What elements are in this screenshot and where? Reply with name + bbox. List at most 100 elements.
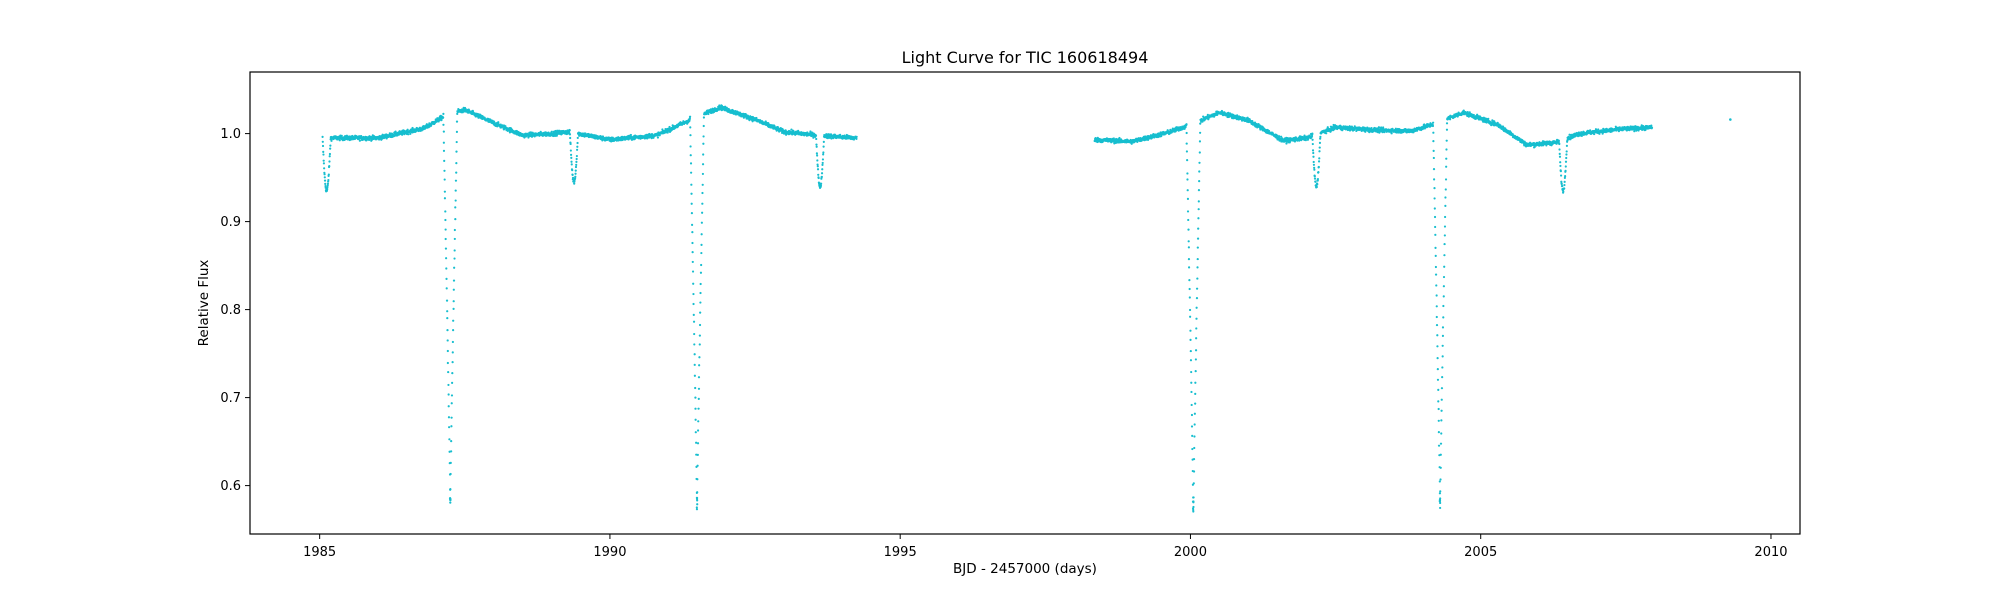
data-point (696, 491, 699, 494)
data-point (1440, 398, 1443, 401)
data-point (700, 221, 703, 224)
data-point (1432, 178, 1436, 181)
data-point (1185, 123, 1188, 126)
data-point (1432, 131, 1435, 134)
data-point (1193, 435, 1196, 438)
data-point (699, 271, 703, 274)
data-point (452, 300, 455, 303)
data-point (1434, 225, 1437, 229)
data-point (599, 135, 602, 138)
data-point (1192, 457, 1196, 461)
data-point (323, 176, 326, 179)
data-point (442, 116, 445, 119)
data-point (1187, 258, 1191, 261)
data-point (1196, 266, 1199, 269)
data-point (1316, 177, 1320, 181)
data-point (855, 135, 858, 138)
data-point (322, 159, 325, 162)
data-point (446, 317, 449, 320)
data-point (666, 131, 669, 134)
data-point (550, 130, 553, 133)
data-point (455, 120, 459, 123)
data-point (1564, 160, 1568, 163)
data-point (1197, 200, 1200, 203)
data-point (445, 267, 448, 270)
data-point (1563, 180, 1566, 183)
data-point (1441, 355, 1444, 358)
data-point (812, 136, 815, 139)
data-point (443, 197, 447, 200)
data-point (573, 180, 576, 183)
data-point (1443, 215, 1447, 219)
data-point (692, 292, 695, 296)
data-point (454, 218, 457, 221)
data-point (1440, 387, 1444, 390)
data-point (446, 339, 449, 342)
data-point (1438, 492, 1442, 495)
data-point (573, 182, 576, 185)
data-point (328, 155, 331, 158)
data-point (327, 173, 330, 176)
data-point (1441, 376, 1444, 379)
data-point (443, 178, 446, 181)
data-point (815, 143, 818, 146)
data-point (452, 329, 455, 332)
data-point (1312, 151, 1315, 155)
data-point (1559, 170, 1562, 173)
data-point (446, 329, 449, 332)
data-point (1195, 306, 1198, 309)
data-point (448, 438, 451, 441)
data-point (690, 171, 693, 174)
data-point (1198, 170, 1201, 173)
data-point (821, 168, 824, 171)
data-point (1311, 142, 1314, 146)
data-point (442, 149, 446, 152)
data-point (1187, 266, 1191, 269)
data-point (451, 361, 454, 364)
data-point (1190, 390, 1193, 394)
data-point (1196, 237, 1200, 240)
data-point (450, 402, 453, 405)
data-point (575, 157, 578, 161)
data-point (1188, 278, 1191, 282)
data-point (700, 233, 703, 236)
data-point (1193, 423, 1196, 426)
data-point (820, 182, 823, 185)
data-point (442, 112, 445, 115)
data-point (1313, 168, 1316, 171)
data-point (321, 135, 324, 139)
data-point (1311, 149, 1315, 152)
data-point (1442, 304, 1445, 308)
data-point (326, 185, 329, 189)
data-point (822, 153, 825, 156)
data-point (455, 140, 458, 144)
y-tick-label: 0.6 (220, 479, 241, 494)
data-point (821, 161, 824, 165)
data-point (1444, 178, 1448, 181)
data-point (700, 263, 703, 267)
data-point (1435, 294, 1438, 297)
data-point (446, 349, 449, 353)
data-point (1186, 159, 1189, 162)
data-point (575, 163, 578, 166)
data-point (698, 364, 701, 367)
data-point (696, 453, 699, 456)
data-point (444, 228, 447, 231)
data-point (814, 134, 818, 137)
data-point (1304, 139, 1307, 142)
data-point (689, 145, 692, 148)
data-point (445, 277, 448, 281)
data-point (700, 251, 703, 255)
data-point (447, 405, 450, 408)
data-point (701, 163, 705, 166)
data-point (696, 503, 699, 506)
data-point (1437, 444, 1441, 447)
data-point (698, 323, 702, 327)
data-point (1435, 305, 1438, 308)
data-point (449, 501, 452, 504)
data-point (443, 159, 446, 162)
data-point (451, 351, 454, 354)
y-axis-label: Relative Flux (196, 260, 212, 347)
data-point (576, 136, 579, 140)
x-axis-label: BJD - 2457000 (days) (953, 561, 1097, 577)
